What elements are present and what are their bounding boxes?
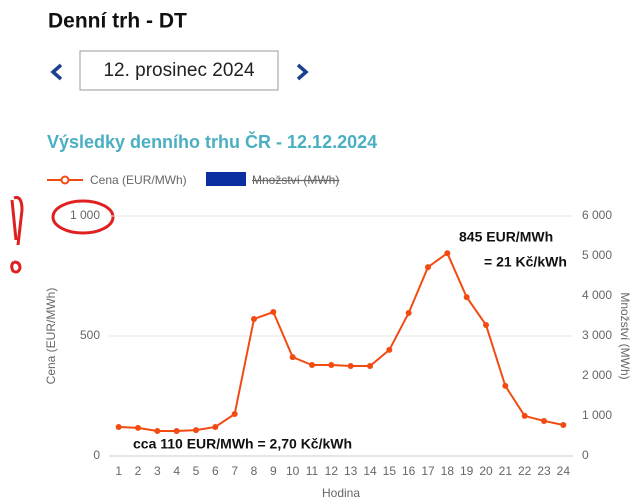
- x-tick-label: 19: [460, 464, 474, 478]
- x-tick-label: 9: [270, 464, 277, 478]
- point: [560, 422, 567, 429]
- x-tick-label: 22: [518, 464, 532, 478]
- legend-label: Množství (MWh): [252, 173, 339, 187]
- y-tick-label: 500: [80, 328, 100, 342]
- point: [154, 428, 161, 435]
- x-tick-label: 16: [402, 464, 416, 478]
- x-tick-label: 11: [306, 464, 319, 478]
- legend-label: Cena (EUR/MWh): [90, 173, 187, 187]
- x-tick-label: 3: [154, 464, 161, 478]
- y-tick-label: 1 000: [70, 208, 100, 222]
- point: [173, 428, 180, 435]
- x-tick-label: 10: [286, 464, 300, 478]
- x-tick-label: 4: [173, 464, 180, 478]
- point: [405, 309, 412, 316]
- point: [425, 264, 431, 271]
- y2-tick-label: 4 000: [582, 288, 612, 302]
- point: [541, 417, 547, 424]
- x-tick-label: 12: [325, 464, 339, 478]
- point: [193, 427, 199, 434]
- point: [444, 250, 451, 257]
- annotation: cca 110 EUR/MWh = 2,70 Kč/kWh: [133, 436, 352, 452]
- point: [328, 362, 335, 369]
- x-tick-label: 20: [479, 464, 493, 478]
- x-tick-label: 13: [344, 464, 358, 478]
- point: [115, 423, 122, 430]
- next-arrow[interactable]: [296, 63, 309, 81]
- x-tick-label: 7: [231, 464, 238, 478]
- point: [386, 346, 393, 353]
- y2-tick-label: 1 000: [582, 408, 612, 422]
- x-tick-label: 23: [537, 464, 551, 478]
- point: [212, 423, 219, 430]
- y2-tick-label: 6 000: [582, 208, 612, 222]
- annotation: 845 EUR/MWh: [459, 229, 553, 245]
- x-tick-label: 15: [383, 464, 397, 478]
- prev-arrow[interactable]: [50, 63, 63, 81]
- y2-axis-title: Množství (MWh): [618, 292, 632, 379]
- legend-swatch: [206, 172, 246, 186]
- date-box[interactable]: [79, 50, 279, 91]
- x-tick-label: 17: [421, 464, 435, 478]
- point: [367, 363, 373, 369]
- point: [483, 321, 489, 328]
- y2-tick-label: 2 000: [582, 368, 612, 382]
- x-axis-title: Hodina: [322, 486, 360, 500]
- y2-tick-label: 0: [582, 448, 589, 462]
- point: [463, 294, 470, 301]
- annotation: = 21 Kč/kWh: [484, 254, 567, 270]
- x-tick-label: 8: [251, 464, 258, 478]
- point: [135, 424, 141, 431]
- point: [251, 315, 257, 322]
- y-axis-title: Cena (EUR/MWh): [44, 288, 58, 385]
- x-tick-label: 5: [193, 464, 200, 478]
- point: [521, 412, 528, 419]
- point: [502, 382, 509, 389]
- point: [231, 411, 238, 417]
- x-tick-label: 2: [135, 464, 142, 478]
- x-tick-label: 21: [499, 464, 513, 478]
- y2-tick-label: 3 000: [582, 328, 612, 342]
- y2-tick-label: 5 000: [582, 248, 612, 262]
- x-tick-label: 14: [363, 464, 377, 478]
- x-tick-label: 6: [212, 464, 219, 478]
- hand-mark: [10, 196, 24, 274]
- point: [270, 309, 277, 315]
- x-tick-label: 18: [441, 464, 455, 478]
- point: [289, 354, 296, 361]
- x-tick-label: 1: [115, 464, 122, 478]
- y-tick-label: 0: [93, 448, 100, 462]
- series-line: [118, 251, 564, 433]
- legend-dot: [60, 175, 70, 185]
- point: [347, 363, 354, 369]
- x-tick-label: 24: [557, 464, 571, 478]
- point: [309, 362, 315, 369]
- chart-title: Výsledky denního trhu ČR - 12.12.2024: [47, 131, 377, 152]
- hand-circle: [51, 199, 115, 235]
- date: 12. prosinec 2024: [103, 60, 254, 81]
- page-title: Denní trh - DT: [48, 10, 187, 33]
